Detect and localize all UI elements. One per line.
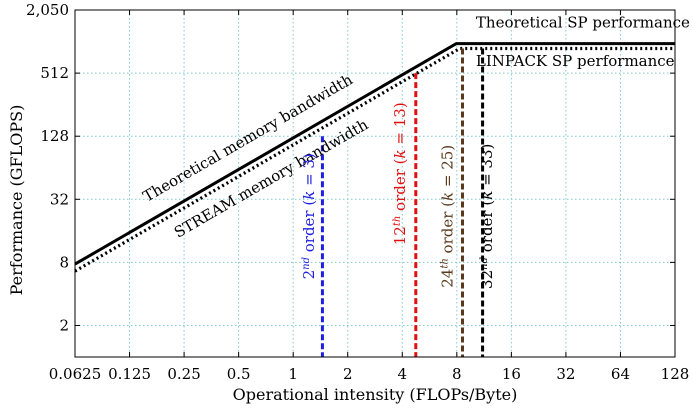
order-label-1: 12th order (k = 13)	[391, 102, 409, 245]
x-axis-title: Operational intensity (FLOPs/Byte)	[233, 385, 518, 404]
y-tick-label: 2,050	[26, 1, 69, 19]
y-tick-label: 512	[40, 64, 69, 82]
lines-layer	[74, 42, 675, 273]
order-label-2: 24th order (k = 25)	[438, 145, 456, 288]
order-label-3: 32nd order (k = 33)	[478, 144, 496, 289]
grid-layer	[75, 10, 675, 357]
x-tick-label: 128	[661, 365, 690, 383]
y-tick-label: 128	[40, 127, 69, 145]
y-tick-label: 32	[50, 190, 69, 208]
x-tick-label: 0.25	[167, 365, 200, 383]
x-tick-label: 1	[288, 365, 298, 383]
y-tick-label: 2	[59, 316, 69, 334]
x-tick-label: 4	[397, 365, 407, 383]
x-tick-label: 0.0625	[49, 365, 102, 383]
series-line-1	[74, 46, 675, 273]
x-tick-label: 0.125	[108, 365, 151, 383]
x-tick-label: 2	[343, 365, 353, 383]
annotation-label-1: LINPACK SP performance	[476, 52, 675, 70]
annotation-label-0: Theoretical SP performance	[476, 13, 690, 31]
x-tick-label: 0.5	[227, 365, 251, 383]
order-label-0: 2nd order (k = 3)	[300, 153, 318, 279]
x-tick-label: 8	[452, 365, 462, 383]
x-tick-label: 64	[611, 365, 630, 383]
ticks-layer: 0.0625 0.125 0.25 0.5 1 2 4 8 16 32 64 128 2 8 32 128 51…	[26, 1, 689, 383]
verticals-layer	[320, 48, 485, 357]
x-tick-label: 16	[502, 365, 521, 383]
y-tick-label: 8	[59, 253, 69, 271]
y-axis-title: Performance (GFLOPS)	[7, 105, 26, 296]
frame-layer	[74, 9, 676, 358]
x-tick-label: 32	[556, 365, 575, 383]
plot-frame	[74, 9, 676, 358]
series-line-0	[74, 42, 675, 266]
